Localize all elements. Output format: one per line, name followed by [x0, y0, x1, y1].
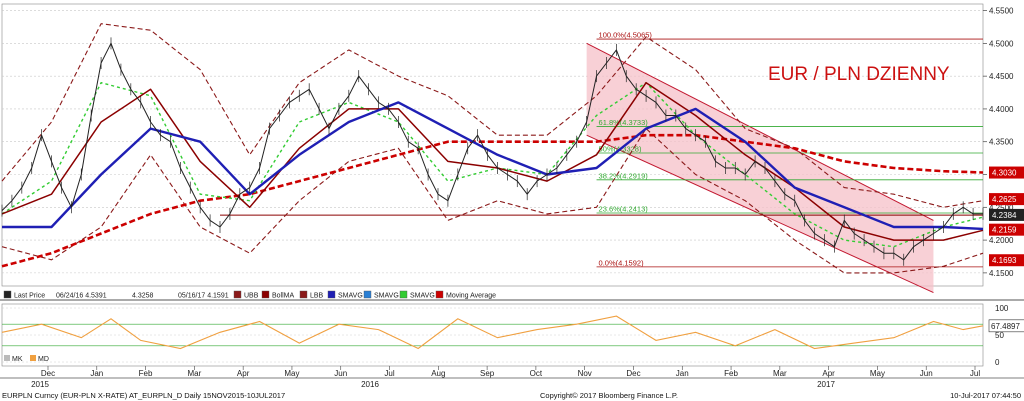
price-tag-label: 4.1693 — [992, 256, 1017, 265]
legend-swatch — [299, 290, 308, 299]
month-label: Apr — [237, 369, 250, 378]
lower-bollinger-band-line — [1, 128, 984, 274]
downtrend-channel — [220, 42, 983, 294]
month-label: Dec — [626, 369, 640, 378]
price-series — [1, 23, 984, 274]
rsi-y-tick-label: 0 — [995, 358, 1000, 367]
month-label: Oct — [530, 369, 543, 378]
channel-upper-line — [586, 42, 934, 221]
rsi-panel: 100 50 0 67.4897 MK MD — [1, 304, 1024, 367]
chart-title: EUR / PLN DZIENNY — [768, 64, 950, 85]
month-label: Nov — [578, 369, 592, 378]
legend-label: 06/24/16 4.5391 — [56, 293, 107, 300]
month-label: Sep — [480, 369, 495, 378]
month-label: Apr — [822, 369, 835, 378]
rsi-legend-label: MK — [12, 356, 23, 363]
price-y-tick-label: 4.2000 — [989, 236, 1014, 245]
rsi-y-tick-label: 50 — [995, 331, 1004, 340]
channel-fill — [586, 43, 934, 293]
year-label: 2015 — [31, 380, 49, 389]
year-label: 2016 — [361, 380, 379, 389]
price-y-tick-label: 4.3500 — [989, 138, 1014, 147]
footer-left: EURPLN Curncy (EUR-PLN X-RATE) AT_EURPLN… — [2, 391, 285, 400]
legend-swatch — [261, 290, 270, 299]
price-y-tick-label: 4.4000 — [989, 105, 1014, 114]
month-label: May — [870, 369, 885, 378]
month-label: Jun — [920, 369, 933, 378]
legend-label: SMAVG — [374, 293, 399, 300]
rsi-value-tag: 67.4897 — [991, 322, 1020, 331]
fib-label: 61.8%(4.3733) — [599, 118, 649, 127]
price-y-tick-label: 4.2500 — [989, 203, 1014, 212]
time-x-axis: Dec Jan Feb Mar Apr May Jun Jul Aug Sep Oct Nov Dec J… — [31, 366, 980, 389]
legend-swatch — [327, 290, 336, 299]
price-tag-box — [989, 208, 1024, 221]
price-tag-box — [989, 254, 1024, 267]
rsi-line — [1, 315, 984, 350]
price-y-axis: 4.55004.50004.45004.40004.35004.30004.25… — [983, 7, 1014, 278]
rsi-y-tick-label: 100 — [995, 304, 1009, 313]
price-y-tick-label: 4.1500 — [989, 269, 1014, 278]
legend-label: UBB — [244, 293, 259, 300]
month-label: Jan — [676, 369, 689, 378]
fib-label: 38.2%(4.2919) — [599, 171, 649, 180]
upper-bollinger-band-line — [1, 23, 984, 208]
month-label: May — [284, 369, 299, 378]
price-tag-box — [989, 223, 1024, 236]
sma-blue-line — [2, 101, 984, 231]
legend-swatch — [363, 290, 372, 299]
chart-legend: Last Price 06/24/16 4.5391 4.3258 05/16/17 … — [3, 290, 496, 300]
legend-label: Last Price — [14, 293, 45, 300]
month-label: Feb — [724, 369, 738, 378]
legend-label: BollMA — [272, 293, 295, 300]
footer-center: Copyright© 2017 Bloomberg Finance L.P. — [540, 391, 678, 400]
year-label: 2017 — [817, 380, 835, 389]
rsi-legend-swatch — [30, 355, 36, 361]
legend-swatch — [233, 290, 242, 299]
month-label: Jan — [90, 369, 103, 378]
price-tag-label: 4.2159 — [992, 226, 1017, 235]
fib-label: 23.6%(4.2413) — [599, 205, 649, 214]
price-y-tick-label: 4.5000 — [989, 39, 1014, 48]
footer-right: 10-Jul-2017 07:44:50 — [950, 391, 1021, 400]
price-tag-box — [989, 166, 1024, 179]
legend-swatch — [399, 290, 408, 299]
price-tag-label: 4.2625 — [992, 195, 1017, 204]
moving-average-long-line — [1, 133, 984, 268]
month-label: Mar — [773, 369, 787, 378]
rsi-legend-label: MD — [38, 356, 49, 363]
rsi-legend-swatch — [4, 355, 10, 361]
rsi-value-tag-box — [988, 319, 1024, 333]
legend-swatch — [435, 290, 444, 299]
price-tag-box — [989, 193, 1024, 206]
legend-label: LBB — [310, 293, 324, 300]
legend-label: 05/16/17 4.1591 — [178, 293, 229, 300]
price-y-tick-label: 4.5500 — [989, 7, 1014, 16]
legend-label: SMAVG — [410, 293, 435, 300]
month-label: Jul — [970, 369, 980, 378]
price-y-tick-label: 4.4500 — [989, 72, 1014, 81]
month-label: Aug — [431, 369, 445, 378]
month-label: Mar — [187, 369, 201, 378]
price-tag-label: 4.2384 — [992, 211, 1017, 220]
legend-label: Moving Average — [446, 293, 496, 300]
price-tag-label: 4.3030 — [992, 169, 1017, 178]
fib-label: 100.0%(4.5065) — [599, 31, 653, 40]
legend-label: SMAVG — [338, 293, 363, 300]
channel-lower-line — [586, 134, 934, 294]
month-label: Dec — [41, 369, 55, 378]
chart-panels — [0, 3, 1024, 379]
legend-label: 4.3258 — [132, 293, 154, 300]
month-label: Feb — [139, 369, 153, 378]
month-label: Jun — [334, 369, 347, 378]
last-price-line — [1, 42, 983, 261]
fib-label: 0.0%(4.1592) — [599, 258, 645, 267]
legend-swatch — [3, 290, 12, 299]
month-label: Jul — [384, 369, 394, 378]
price-tags: 4.3030 4.2625 4.2384 4.2159 4.1693 — [989, 166, 1024, 267]
